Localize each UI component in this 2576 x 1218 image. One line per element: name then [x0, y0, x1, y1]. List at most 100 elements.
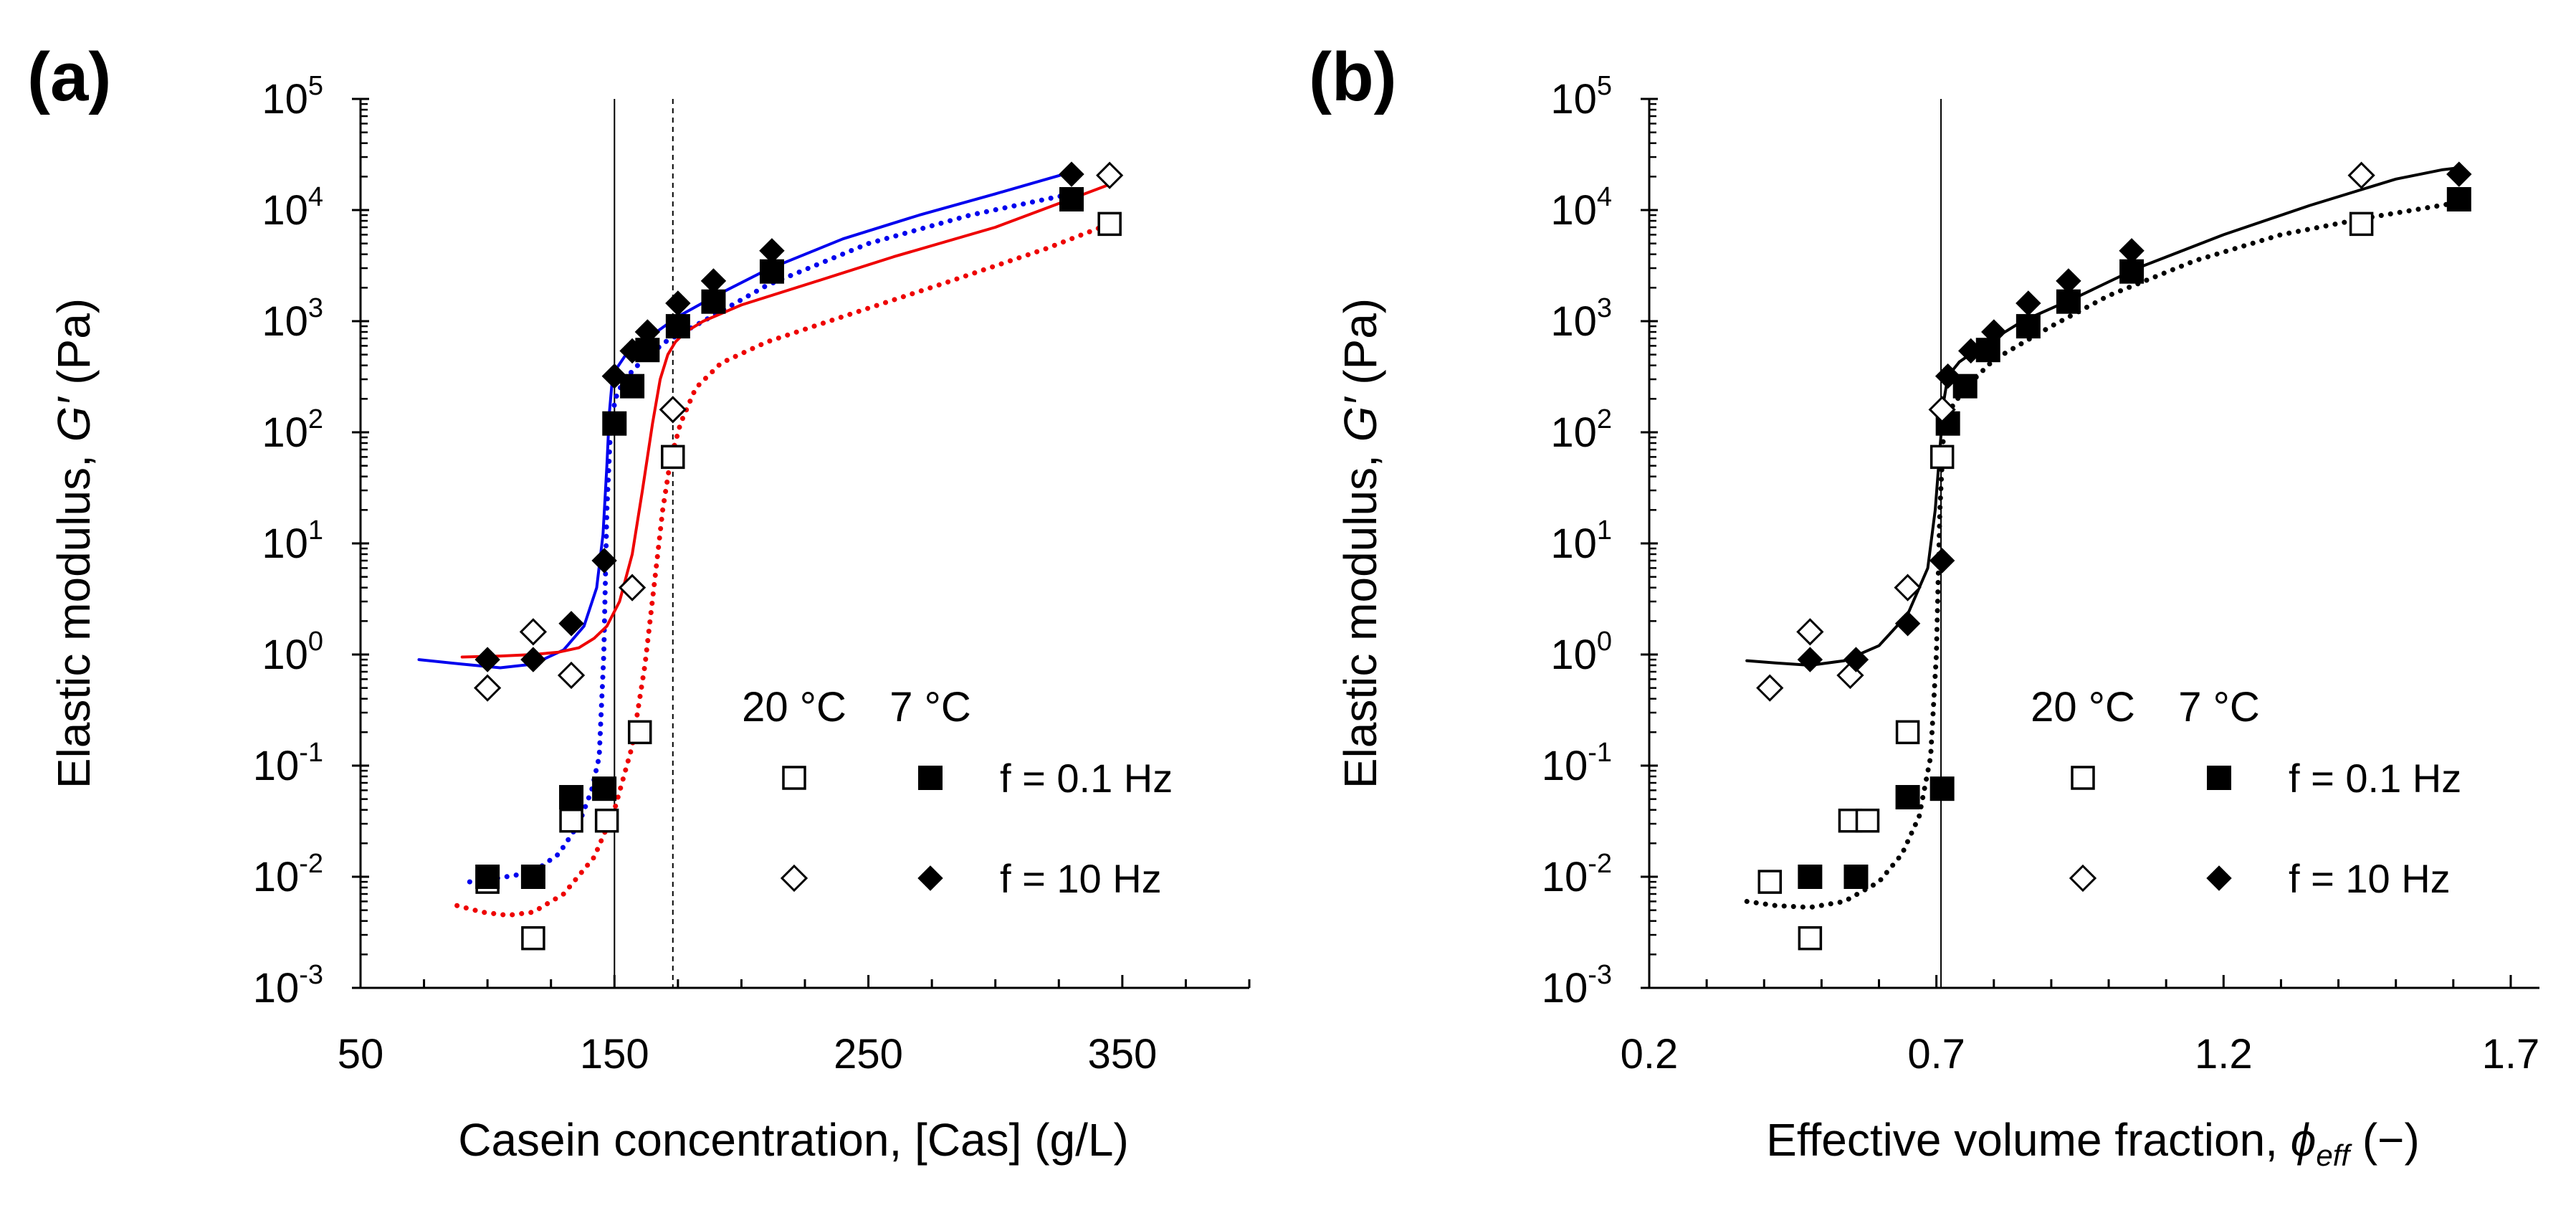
- y-axis-label: Elastic modulus, G′ (Pa): [1335, 298, 1386, 789]
- data-point-open-diamond: [474, 674, 502, 702]
- legend-header-7c: 7 °C: [889, 684, 970, 731]
- legend-header-20c: 20 °C: [2031, 684, 2135, 731]
- data-point-open-diamond: [659, 396, 687, 424]
- data-point-open-square: [1798, 926, 1823, 951]
- legend-marker-open-diamond: [780, 864, 808, 893]
- fit-curve-0: [1745, 166, 2461, 667]
- data-point-open-square: [1855, 808, 1880, 833]
- data-point-filled-diamond: [1958, 338, 1984, 364]
- y-tick-label: 10-1: [253, 738, 323, 789]
- y-tick-label: 10-1: [1542, 738, 1612, 789]
- y-tick-label: 101: [1550, 515, 1612, 567]
- fit-curve-3: [454, 221, 1112, 918]
- panel-label: (a): [27, 39, 111, 115]
- y-tick-label: 10-2: [1542, 849, 1612, 900]
- data-point-filled-square: [1952, 374, 1978, 399]
- fit-curve-2: [460, 183, 1112, 659]
- legend-label-0p1hz: f = 0.1 Hz: [2289, 756, 2461, 801]
- data-point-open-square: [2349, 211, 2374, 237]
- data-point-open-square: [1929, 444, 1955, 470]
- data-point-filled-square: [2016, 314, 2041, 339]
- x-tick-label: 0.2: [1621, 1031, 1679, 1077]
- data-point-open-square: [594, 808, 619, 833]
- legend-label-0p1hz: f = 0.1 Hz: [1000, 756, 1173, 801]
- y-tick-label: 105: [262, 71, 323, 123]
- x-axis-label: Casein concentration, [Cas] (g/L): [458, 1114, 1129, 1166]
- legend-marker-open-square: [2071, 766, 2095, 790]
- data-point-filled-square: [592, 776, 617, 801]
- data-point-filled-diamond: [700, 268, 727, 294]
- data-point-filled-square: [1843, 865, 1869, 889]
- data-point-open-diamond: [2347, 161, 2375, 189]
- x-tick-label: 0.7: [1907, 1031, 1965, 1077]
- data-point-filled-square: [2119, 259, 2145, 284]
- y-tick-label: 103: [1550, 293, 1612, 345]
- legend-marker-filled-diamond: [917, 865, 943, 891]
- data-point-filled-diamond: [759, 238, 785, 264]
- legend-marker-open-diamond: [2069, 864, 2097, 893]
- data-point-open-square: [1895, 720, 1920, 745]
- data-point-open-diamond: [1796, 618, 1824, 646]
- y-axis-label: Elastic modulus, G′ (Pa): [48, 298, 100, 789]
- data-point-open-diamond: [1894, 574, 1922, 601]
- x-tick-label: 250: [834, 1031, 903, 1077]
- fit-curve-1: [1744, 201, 2456, 910]
- data-point-filled-diamond: [1059, 161, 1084, 187]
- data-point-filled-diamond: [1935, 363, 1961, 389]
- x-axis-label: Effective volume fraction, ϕeff (−): [1766, 1114, 2420, 1172]
- data-point-open-diamond: [1096, 161, 1124, 189]
- data-point-open-square: [1757, 870, 1783, 894]
- data-point-filled-square: [701, 289, 726, 314]
- data-point-filled-diamond: [1929, 548, 1955, 574]
- y-tick-label: 103: [262, 293, 323, 345]
- x-tick-label: 150: [580, 1031, 649, 1077]
- y-tick-label: 104: [262, 182, 323, 234]
- data-point-filled-diamond: [2016, 290, 2041, 316]
- data-point-open-square: [627, 720, 652, 745]
- legend-header-20c: 20 °C: [742, 684, 846, 731]
- y-tick-label: 105: [1550, 71, 1612, 123]
- data-point-filled-diamond: [619, 338, 645, 364]
- data-point-filled-square: [602, 411, 627, 436]
- data-point-filled-diamond: [665, 290, 691, 316]
- legend-marker-filled-diamond: [2206, 865, 2232, 891]
- data-point-filled-square: [2446, 186, 2471, 211]
- data-point-filled-square: [665, 314, 690, 339]
- y-tick-label: 10-2: [253, 849, 323, 900]
- data-point-filled-diamond: [520, 647, 546, 672]
- y-tick-label: 10-3: [1542, 960, 1612, 1012]
- legend-header-7c: 7 °C: [2178, 684, 2259, 731]
- x-tick-label: 350: [1087, 1031, 1157, 1077]
- x-tick-label: 50: [338, 1031, 384, 1077]
- panel-b: (b) 10-3 10-2 10-1 100 101 102 103 104 105 0.2 0.7 1…: [1309, 39, 2539, 1172]
- y-tick-label: 102: [1550, 404, 1612, 456]
- data-point-filled-diamond: [558, 611, 584, 637]
- y-tick-label: 104: [1550, 182, 1612, 234]
- data-point-open-diamond: [519, 618, 548, 646]
- x-tick-label: 1.2: [2195, 1031, 2253, 1077]
- data-point-open-square: [1097, 211, 1122, 237]
- y-tick-label: 100: [262, 627, 323, 678]
- data-point-filled-square: [559, 785, 584, 810]
- data-point-filled-diamond: [2119, 238, 2145, 264]
- data-point-filled-diamond: [2446, 161, 2472, 187]
- legend-label-10hz: f = 10 Hz: [2289, 856, 2451, 901]
- data-point-filled-diamond: [634, 319, 661, 345]
- data-point-filled-diamond: [1843, 647, 1869, 672]
- data-point-filled-square: [1929, 776, 1955, 801]
- data-point-filled-diamond: [2056, 268, 2081, 294]
- legend-marker-open-square: [782, 766, 806, 790]
- x-tick-label: 1.7: [2482, 1031, 2540, 1077]
- data-point-filled-diamond: [1797, 647, 1823, 672]
- data-point-filled-square: [520, 865, 545, 889]
- data-point-filled-square: [475, 865, 500, 889]
- legend-label-10hz: f = 10 Hz: [1000, 856, 1162, 901]
- data-point-open-diamond: [1756, 674, 1784, 702]
- data-point-open-diamond: [618, 574, 647, 601]
- data-point-filled-square: [1895, 785, 1920, 810]
- data-point-open-diamond: [557, 661, 586, 690]
- legend-marker-filled-square: [2207, 766, 2231, 790]
- data-point-filled-square: [1059, 186, 1084, 211]
- data-point-filled-diamond: [1894, 611, 1921, 637]
- data-point-open-diamond: [1928, 396, 1956, 424]
